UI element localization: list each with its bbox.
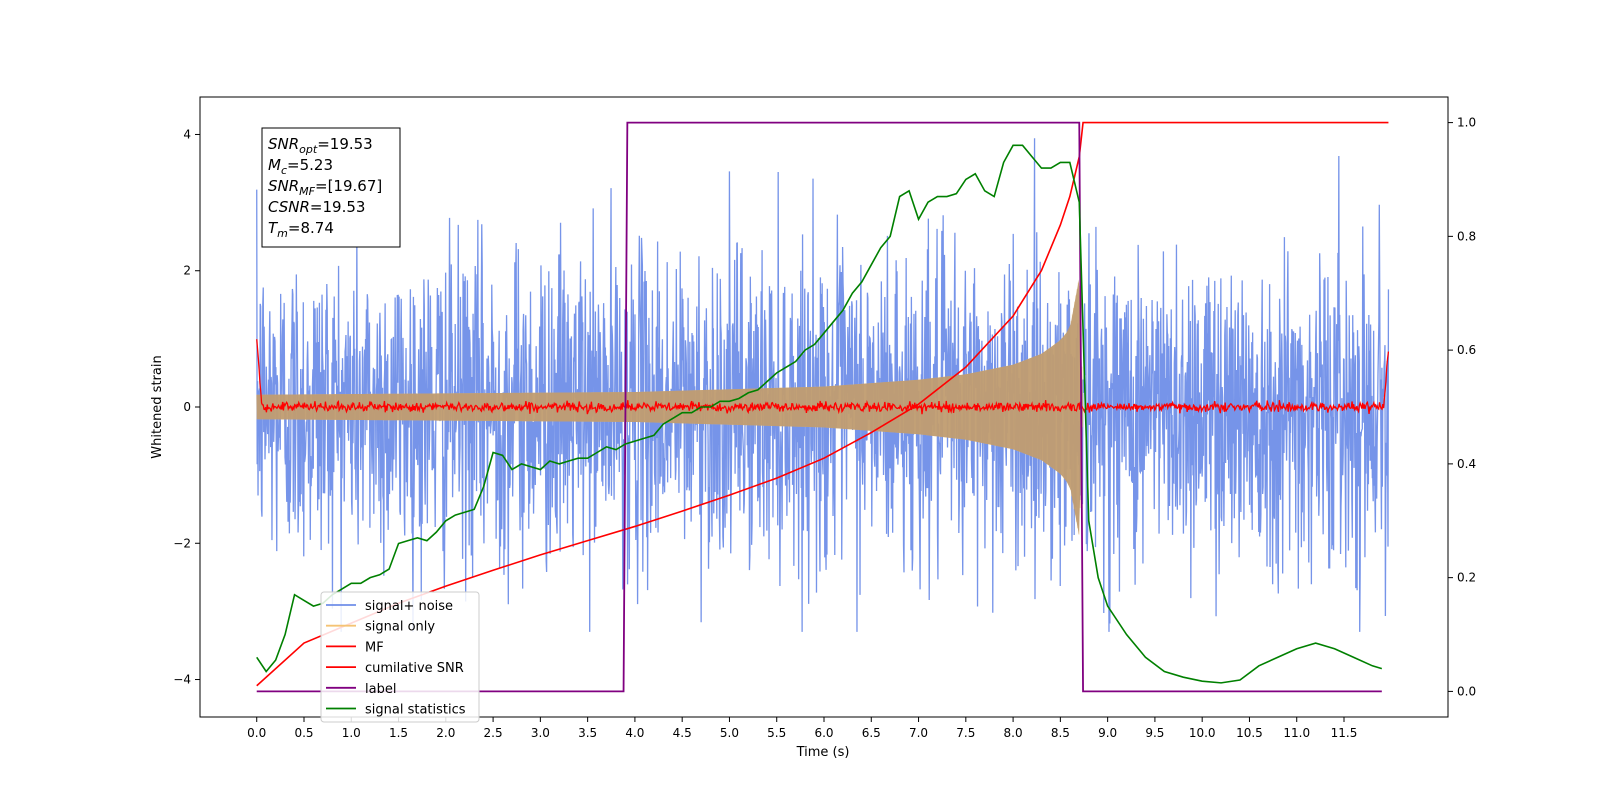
series-signal-statistics-line xyxy=(256,144,1383,684)
x-tick-label: 7.5 xyxy=(956,726,975,740)
x-tick-label: 11.0 xyxy=(1283,726,1310,740)
legend-label: cumilative SNR xyxy=(365,661,464,676)
x-tick-label: 5.5 xyxy=(767,726,786,740)
legend: signal+ noise signal only MF cumilative SNR… xyxy=(320,591,480,723)
x-tick-label: 10.0 xyxy=(1189,726,1216,740)
y-tick-label: 0 xyxy=(183,400,191,414)
x-axis-label: Time (s) xyxy=(796,745,850,760)
x-tick-label: 6.5 xyxy=(862,726,881,740)
y-axis-left: −4 −2 0 2 4 xyxy=(173,127,200,687)
annotation-line: Tm=8.74 xyxy=(268,219,334,240)
series-label-line xyxy=(256,121,1382,693)
legend-label: MF xyxy=(365,640,384,655)
legend-label: label xyxy=(365,682,396,697)
x-tick-label: 1.0 xyxy=(342,726,361,740)
y2-tick-label: 1.0 xyxy=(1457,116,1476,130)
annotation-frame xyxy=(261,127,401,248)
y-axis-label: Whitened strain xyxy=(150,355,165,458)
x-tick-label: 8.5 xyxy=(1051,726,1070,740)
y2-tick-label: 0.6 xyxy=(1457,343,1476,357)
x-tick-label: 2.0 xyxy=(436,726,455,740)
annotation-line: Mc=5.23 xyxy=(268,156,333,177)
y2-tick-label: 0.2 xyxy=(1457,571,1476,585)
x-tick-label: 3.5 xyxy=(578,726,597,740)
x-tick-label: 4.0 xyxy=(625,726,644,740)
x-tick-label: 6.0 xyxy=(814,726,833,740)
x-tick-label: 10.5 xyxy=(1236,726,1263,740)
legend-label: signal statistics xyxy=(365,703,466,718)
x-tick-label: 5.0 xyxy=(720,726,739,740)
x-tick-label: 1.5 xyxy=(389,726,408,740)
legend-label: signal only xyxy=(365,620,435,635)
x-tick-label: 9.0 xyxy=(1098,726,1117,740)
y-axis-right: 0.0 0.2 0.4 0.6 0.8 1.0 xyxy=(1448,116,1476,698)
x-tick-label: 0.5 xyxy=(294,726,313,740)
y-tick-label: 2 xyxy=(183,264,191,278)
x-tick-label: 3.0 xyxy=(531,726,550,740)
y-tick-label: −4 xyxy=(173,673,191,687)
x-axis: 0.0 0.5 1.0 1.5 2.0 2.5 3.0 3.5 4.0 4.5 5.0 5.5 6.0 6… xyxy=(247,717,1357,740)
annotation-line: CSNR=19.53 xyxy=(268,198,365,216)
y2-tick-label: 0.8 xyxy=(1457,229,1476,243)
y2-tick-label: 0.0 xyxy=(1457,684,1476,698)
x-tick-label: 11.5 xyxy=(1331,726,1358,740)
x-tick-label: 0.0 xyxy=(247,726,266,740)
annotation-box: SNRopt=19.53Mc=5.23SNRMF=[19.67]CSNR=19.… xyxy=(261,127,401,248)
y-tick-label: −2 xyxy=(173,536,191,550)
series-mf-line xyxy=(256,339,1390,415)
x-tick-label: 2.5 xyxy=(484,726,503,740)
x-tick-label: 4.5 xyxy=(673,726,692,740)
x-tick-label: 7.0 xyxy=(909,726,928,740)
legend-frame xyxy=(320,591,480,723)
legend-label: signal+ noise xyxy=(365,599,453,614)
x-tick-label: 8.0 xyxy=(1004,726,1023,740)
series-signal-noise-line xyxy=(256,138,1390,632)
annotation-line: SNRopt=19.53 xyxy=(268,135,373,156)
y-tick-label: 4 xyxy=(183,127,191,141)
x-tick-label: 9.5 xyxy=(1145,726,1164,740)
y2-tick-label: 0.4 xyxy=(1457,457,1476,471)
annotation-line: SNRMF=[19.67] xyxy=(268,177,382,198)
